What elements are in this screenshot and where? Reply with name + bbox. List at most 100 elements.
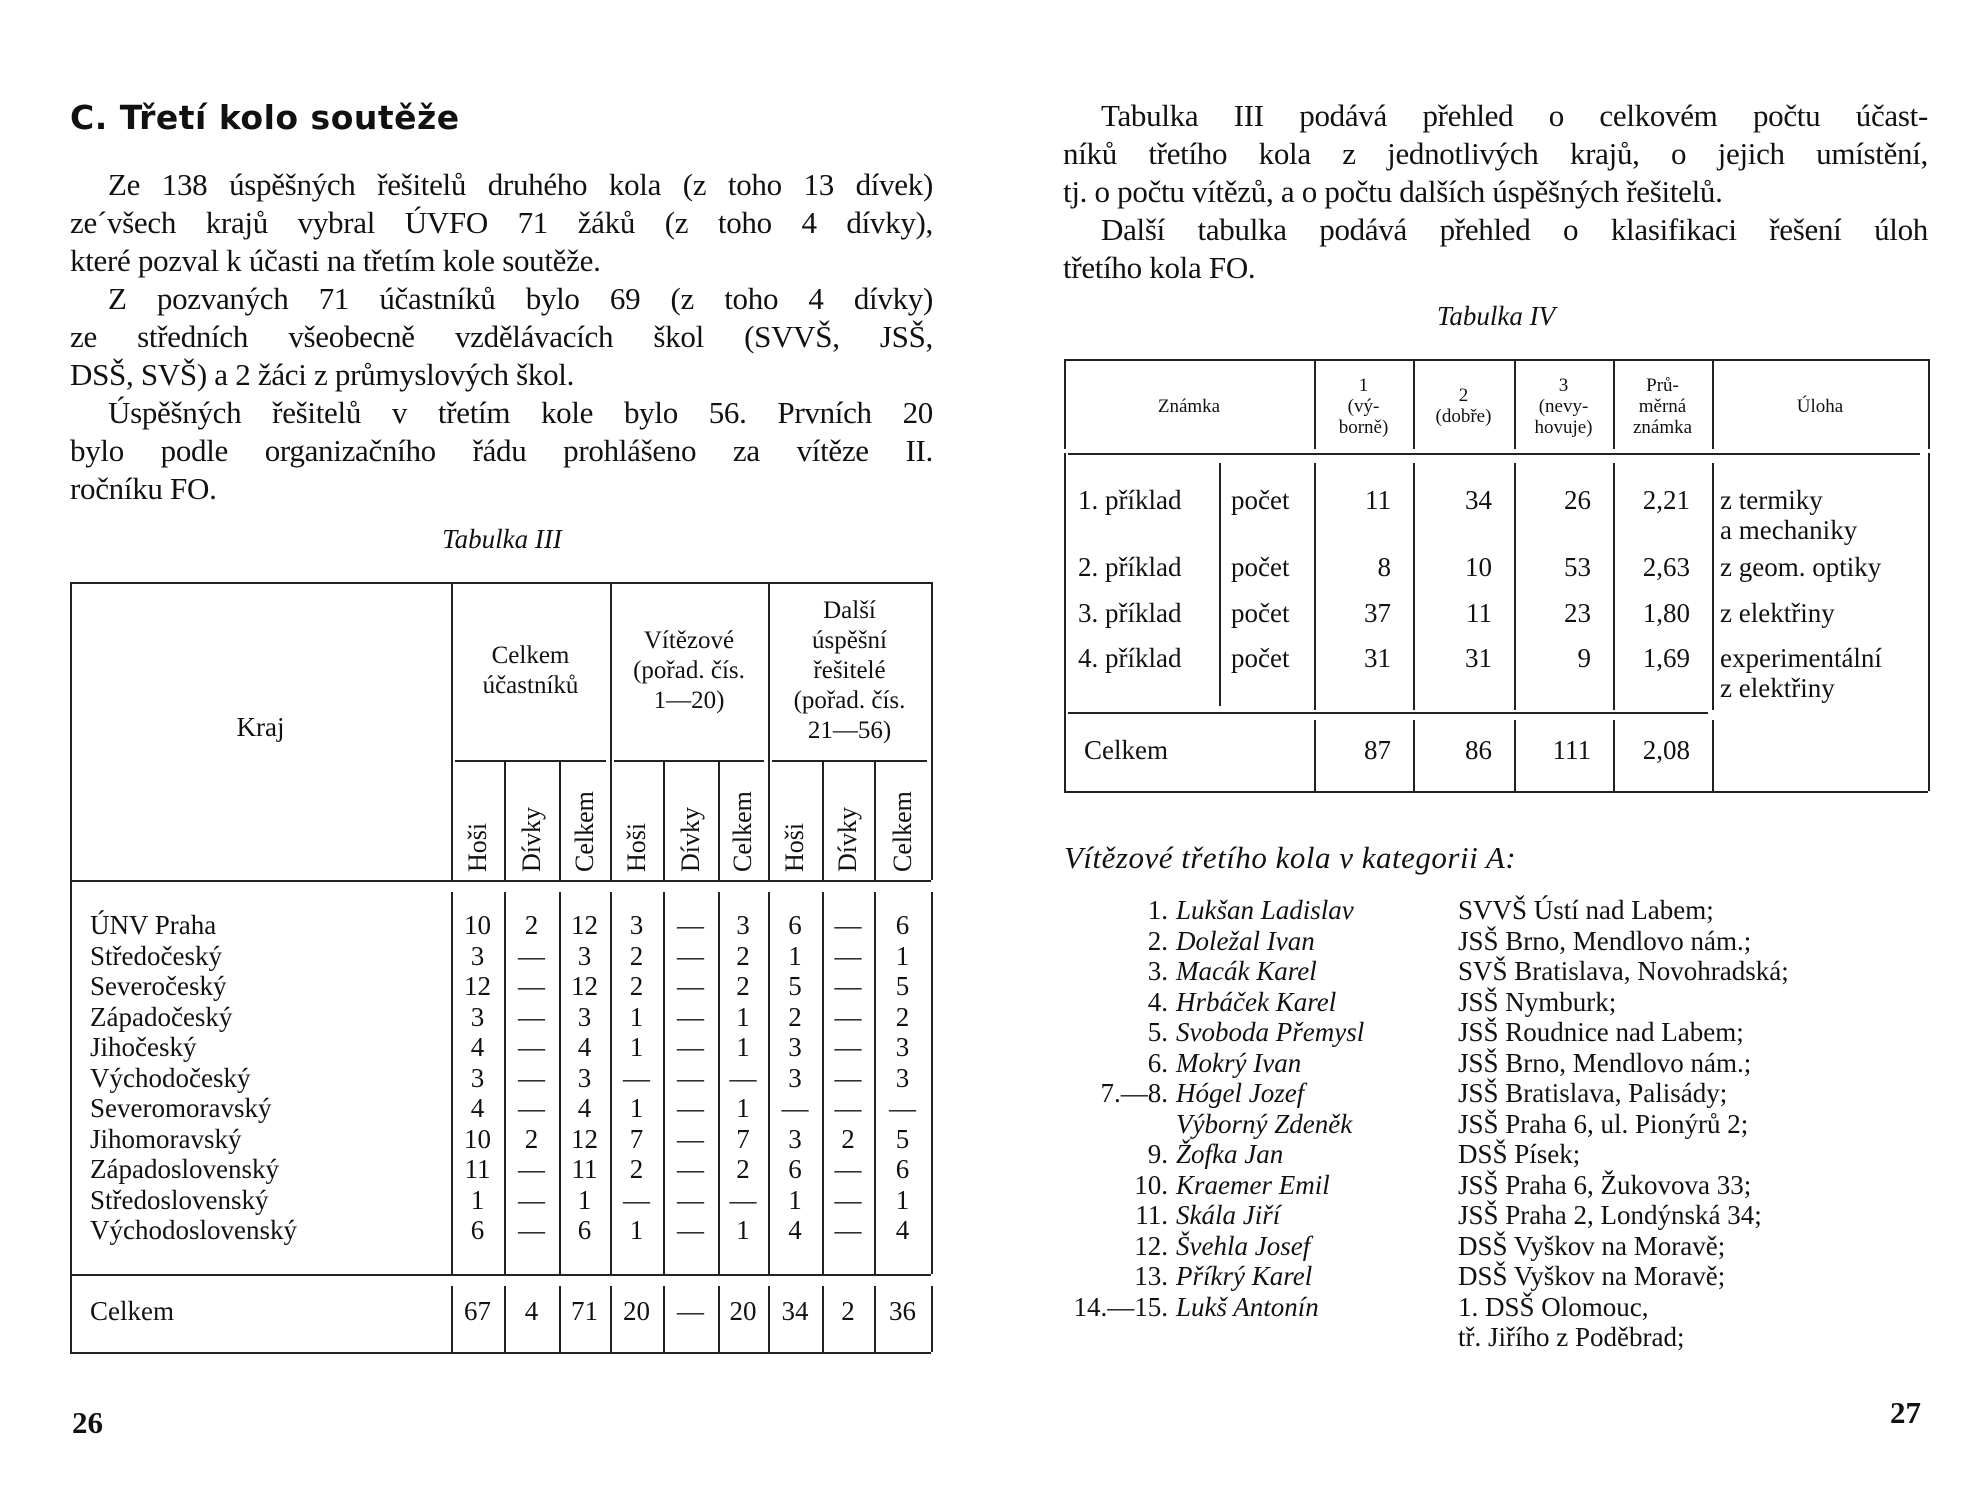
sub-header: Hoši [780,822,809,872]
total-row-value: 71 [571,1296,598,1326]
table-row-value: 11 [571,1154,598,1184]
table-rule [874,1286,876,1352]
column-header-line: (vý- [1347,395,1380,417]
table-row-value: — [518,940,545,971]
table-value: 10 [1465,552,1492,582]
table-row-label: Jihočeský [90,1032,197,1062]
table-row-value: — [677,910,704,940]
table-row-value: 1 [895,940,910,971]
column-header-line: (nevy- [1538,395,1589,417]
table-rule [768,1286,770,1352]
column-header-line: hovuje) [1534,416,1593,438]
table-row-value: — [623,1062,650,1093]
paragraph-line: které pozval k účasti na třetím kole sou… [70,243,601,278]
table-row-value: — [518,1001,545,1032]
table-row-value: 2 [629,1154,644,1184]
winner-name: Doležal Ivan [1176,925,1315,956]
winner-rank: 9. [1147,1139,1168,1169]
column-header-line: borně) [1338,416,1389,438]
winner-name: Žofka Jan [1176,1139,1284,1169]
paragraph-line: bylo podle organizačního řádu prohlášeno… [70,433,933,468]
table4-caption: Tabulka IV [1436,301,1556,331]
table-row-value: 5 [788,971,802,1001]
table-rule [718,760,720,880]
table-value: 31 [1364,643,1391,673]
column-header-line: Prů- [1646,374,1679,396]
winner-name: Lukšan Ladislav [1176,895,1354,925]
table-row-value: 1 [736,1001,750,1032]
table-rule [822,760,824,880]
winner-name: Výborný Zdeněk [1176,1108,1353,1139]
winner-rank: 7.—8. [1100,1078,1169,1108]
winner-school: JSŠ Brno, Mendlovo nám.; [1458,925,1752,956]
table-rule [874,892,876,1274]
table-rule [1514,463,1516,710]
pocet-label: počet [1231,598,1290,628]
table-value: 26 [1564,485,1591,515]
table-row-label: Západoslovenský [90,1154,279,1184]
table-row-value: 5 [895,971,910,1001]
column-header-line: měrná [1638,395,1687,417]
table-rule [663,1286,665,1352]
table-row-value: — [518,971,545,1001]
table-row-value: 6 [470,1215,485,1245]
uloha-text: experimentální [1720,643,1882,673]
table-row-value: 3 [577,1062,592,1093]
table-value: 37 [1364,598,1391,628]
column-header-line: Známka [1157,395,1221,417]
total-row-value: 67 [464,1296,491,1326]
table-row-value: 1 [895,1184,910,1215]
table-rule [70,880,931,882]
table-row-value: — [834,1032,862,1062]
table-rule [931,582,933,880]
kraj-header: Kraj [236,712,285,742]
table-row-value: 7 [629,1123,644,1154]
winner-name: Mokrý Ivan [1176,1047,1302,1078]
column-header-line: 1 [1358,374,1369,396]
table-row-value: 1 [629,1001,644,1032]
table-row-value: 3 [470,1062,485,1093]
winner-school: JSŠ Brno, Mendlovo nám.; [1458,1047,1752,1078]
paragraph-line: DSŠ, SVŠ) a 2 žáci z průmyslových škol. [70,357,575,392]
priklad-label: 1. příklad [1078,485,1182,515]
table-rule [1064,791,1928,793]
table-value: 11 [1365,485,1391,515]
table-rule [610,582,612,880]
table-row-value: — [677,1154,704,1184]
table-rule [451,892,453,1274]
table-rule [772,760,927,762]
table-row-value: — [518,1184,545,1215]
table-row-value: 10 [464,1123,491,1154]
table-row-value: 1 [736,1215,750,1245]
table-rule [1712,720,1714,791]
table-row-value: 3 [736,910,750,940]
table-row-value: — [518,1062,545,1093]
table-row-value: 1 [736,1032,750,1062]
total-row-value: 34 [781,1296,809,1326]
table-rule [1928,359,1930,449]
table-row-value: 4 [470,1032,485,1062]
table-row-value: — [834,940,862,971]
table-row-value: — [729,1062,757,1093]
winner-rank: 10. [1134,1169,1168,1200]
table-row-value: — [834,1001,862,1032]
group-header-line: Celkem [491,642,570,669]
table-value: 31 [1465,643,1492,673]
table-row-label: Severomoravský [90,1093,272,1123]
table-value: 1,80 [1642,598,1690,628]
table-rule [1928,453,1930,791]
page-number-left: 26 [72,1405,103,1440]
table-row-value: — [518,1154,545,1184]
winner-name: Lukš Antonín [1176,1291,1319,1322]
winner-school: JSŠ Nymburk; [1458,986,1617,1017]
table-row-value: — [677,1093,704,1123]
table-row-value: — [834,1093,862,1123]
winner-rank: 14.—15. [1073,1291,1169,1322]
table-row-value: — [677,1215,704,1245]
pocet-label: počet [1231,643,1290,673]
paragraph-line: ročníku FO. [70,471,217,506]
table-rule [1613,720,1615,791]
table-rule [768,892,770,1274]
total-row-value: 4 [524,1296,539,1326]
table-row-value: 4 [577,1032,592,1062]
